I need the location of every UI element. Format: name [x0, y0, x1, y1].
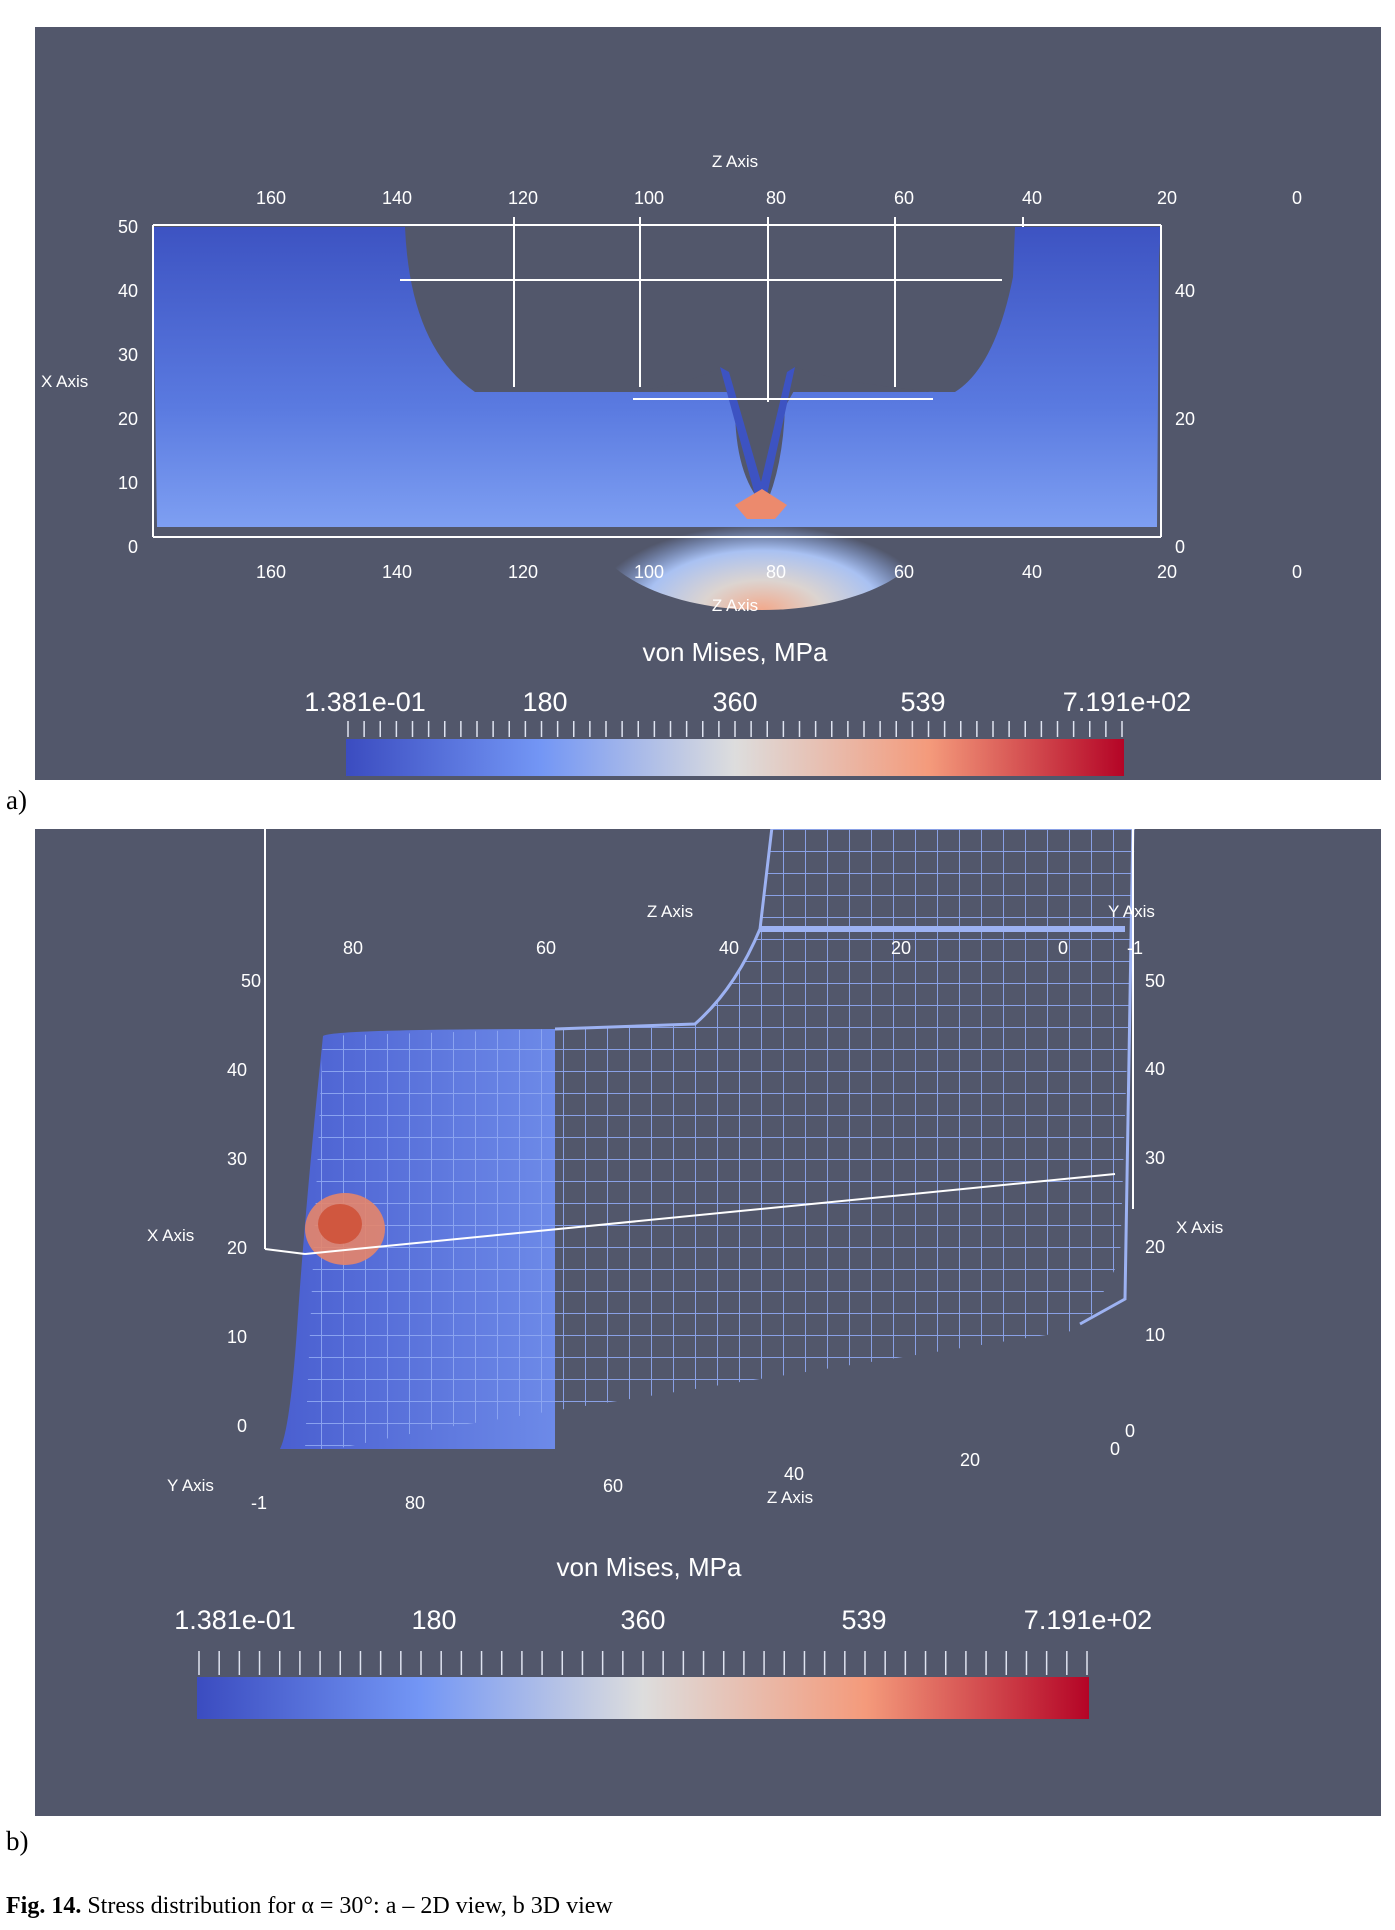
b-right-tick: 30: [1145, 1148, 1165, 1168]
a-colorbar-label: 7.191e+02: [1063, 687, 1191, 717]
a-left-tick: 50: [118, 217, 138, 237]
a-bottom-axis-title: Z Axis: [712, 596, 758, 615]
grid-a: [152, 217, 1162, 538]
a-top-tick: 20: [1157, 188, 1177, 208]
a-top-axis-title: Z Axis: [712, 152, 758, 171]
panel-b-canvas: Z Axis 80 60 40 20 0 Y Axis -1 X Axis 50…: [147, 829, 1223, 1719]
a-bottom-tick: 40: [1022, 562, 1042, 582]
b-right-tick: 0: [1125, 1421, 1135, 1441]
b-bottom-z-tick: 80: [405, 1493, 425, 1513]
b-left-tick: 10: [227, 1327, 247, 1347]
b-left-tick: 30: [227, 1149, 247, 1169]
b-left-axis-title: X Axis: [147, 1226, 194, 1245]
a-colorbar-label: 360: [712, 687, 757, 717]
b-colorbar-label: 7.191e+02: [1024, 1605, 1152, 1635]
a-left-tick: 20: [118, 409, 138, 429]
a-top-tick: 80: [766, 188, 786, 208]
b-bottom-y-axis-title: Y Axis: [167, 1476, 214, 1495]
a-top-tick: 120: [508, 188, 538, 208]
panel-a-2d-view: Z Axis 160 140 120 100 80 60 40 20 0 X A…: [35, 27, 1381, 780]
b-colorbar-title: von Mises, MPa: [557, 1552, 742, 1582]
b-colorbar-label: 180: [411, 1605, 456, 1635]
b-bottom-z-tick: 40: [784, 1464, 804, 1484]
b-left-tick: 20: [227, 1238, 247, 1258]
axes-b: [264, 829, 1134, 1255]
panel-b-3d-view: Z Axis 80 60 40 20 0 Y Axis -1 X Axis 50…: [35, 829, 1381, 1816]
a-top-tick: 40: [1022, 188, 1042, 208]
b-left-tick: 50: [241, 971, 261, 991]
b-colorbar-label: 539: [841, 1605, 886, 1635]
a-left-tick: 30: [118, 345, 138, 365]
a-bottom-tick: 160: [256, 562, 286, 582]
a-bottom-tick: 80: [766, 562, 786, 582]
a-bottom-tick: 20: [1157, 562, 1177, 582]
a-colorbar-label: 1.381e-01: [304, 687, 426, 717]
caption-text: Stress distribution for α = 30°: a – 2D …: [87, 1893, 613, 1919]
a-colorbar: [346, 739, 1124, 776]
b-colorbar-label: 1.381e-01: [174, 1605, 296, 1635]
a-bottom-tick: 120: [508, 562, 538, 582]
a-colorbar-label: 539: [900, 687, 945, 717]
a-left-tick: 10: [118, 473, 138, 493]
panel-a-label: a): [6, 785, 27, 815]
b-top-z-tick: 80: [343, 938, 363, 958]
mesh-region-b: [305, 829, 1135, 1449]
figure-caption: Fig. 14. Stress distribution for α = 30°…: [6, 1893, 613, 1920]
b-top-y-tick: -1: [1127, 938, 1143, 958]
b-top-z-tick: 40: [719, 938, 739, 958]
a-left-tick: 0: [128, 537, 138, 557]
b-bottom-z-axis-title: Z Axis: [767, 1488, 813, 1507]
a-bottom-tick: 0: [1292, 562, 1302, 582]
b-top-y-axis-title: Y Axis: [1108, 902, 1155, 921]
a-top-tick: 100: [634, 188, 664, 208]
b-left-tick: 40: [227, 1060, 247, 1080]
b-right-tick: 10: [1145, 1325, 1165, 1345]
b-bottom-z-tick: 60: [603, 1476, 623, 1496]
specimen-body-a: [153, 227, 1161, 527]
a-colorbar-label: 180: [522, 687, 567, 717]
b-colorbar-label: 360: [620, 1605, 665, 1635]
b-right-tick: 40: [1145, 1059, 1165, 1079]
a-left-axis-title: X Axis: [41, 372, 88, 391]
panel-a-canvas: Z Axis 160 140 120 100 80 60 40 20 0 X A…: [41, 152, 1302, 776]
a-bottom-tick: 100: [634, 562, 664, 582]
a-right-tick: 40: [1175, 281, 1195, 301]
b-right-tick: 50: [1145, 971, 1165, 991]
b-right-tick: 20: [1145, 1237, 1165, 1257]
caption-number: Fig. 14.: [6, 1893, 82, 1919]
b-bottom-z-tick: 20: [960, 1450, 980, 1470]
b-top-z-tick: 60: [536, 938, 556, 958]
b-right-axis-title: X Axis: [1176, 1218, 1223, 1237]
a-right-tick: 0: [1175, 537, 1185, 557]
a-top-tick: 140: [382, 188, 412, 208]
a-bottom-tick: 60: [894, 562, 914, 582]
a-top-tick: 0: [1292, 188, 1302, 208]
a-bottom-tick: 140: [382, 562, 412, 582]
b-bottom-z-tick: 0: [1110, 1439, 1120, 1459]
a-colorbar-ticks: [347, 721, 1123, 737]
a-top-tick: 160: [256, 188, 286, 208]
stress-hotspot-a: [592, 440, 932, 610]
panel-b-label: b): [6, 1826, 29, 1856]
b-colorbar: [197, 1677, 1089, 1719]
a-right-tick: 20: [1175, 409, 1195, 429]
b-top-z-tick: 0: [1058, 938, 1068, 958]
b-left-tick: 0: [237, 1416, 247, 1436]
b-top-z-axis-title: Z Axis: [647, 902, 693, 921]
a-left-tick: 40: [118, 281, 138, 301]
b-bottom-y-tick: -1: [251, 1493, 267, 1513]
a-top-tick: 60: [894, 188, 914, 208]
b-top-z-tick: 20: [891, 938, 911, 958]
b-colorbar-ticks: [198, 1651, 1088, 1675]
a-colorbar-title: von Mises, MPa: [643, 637, 828, 667]
